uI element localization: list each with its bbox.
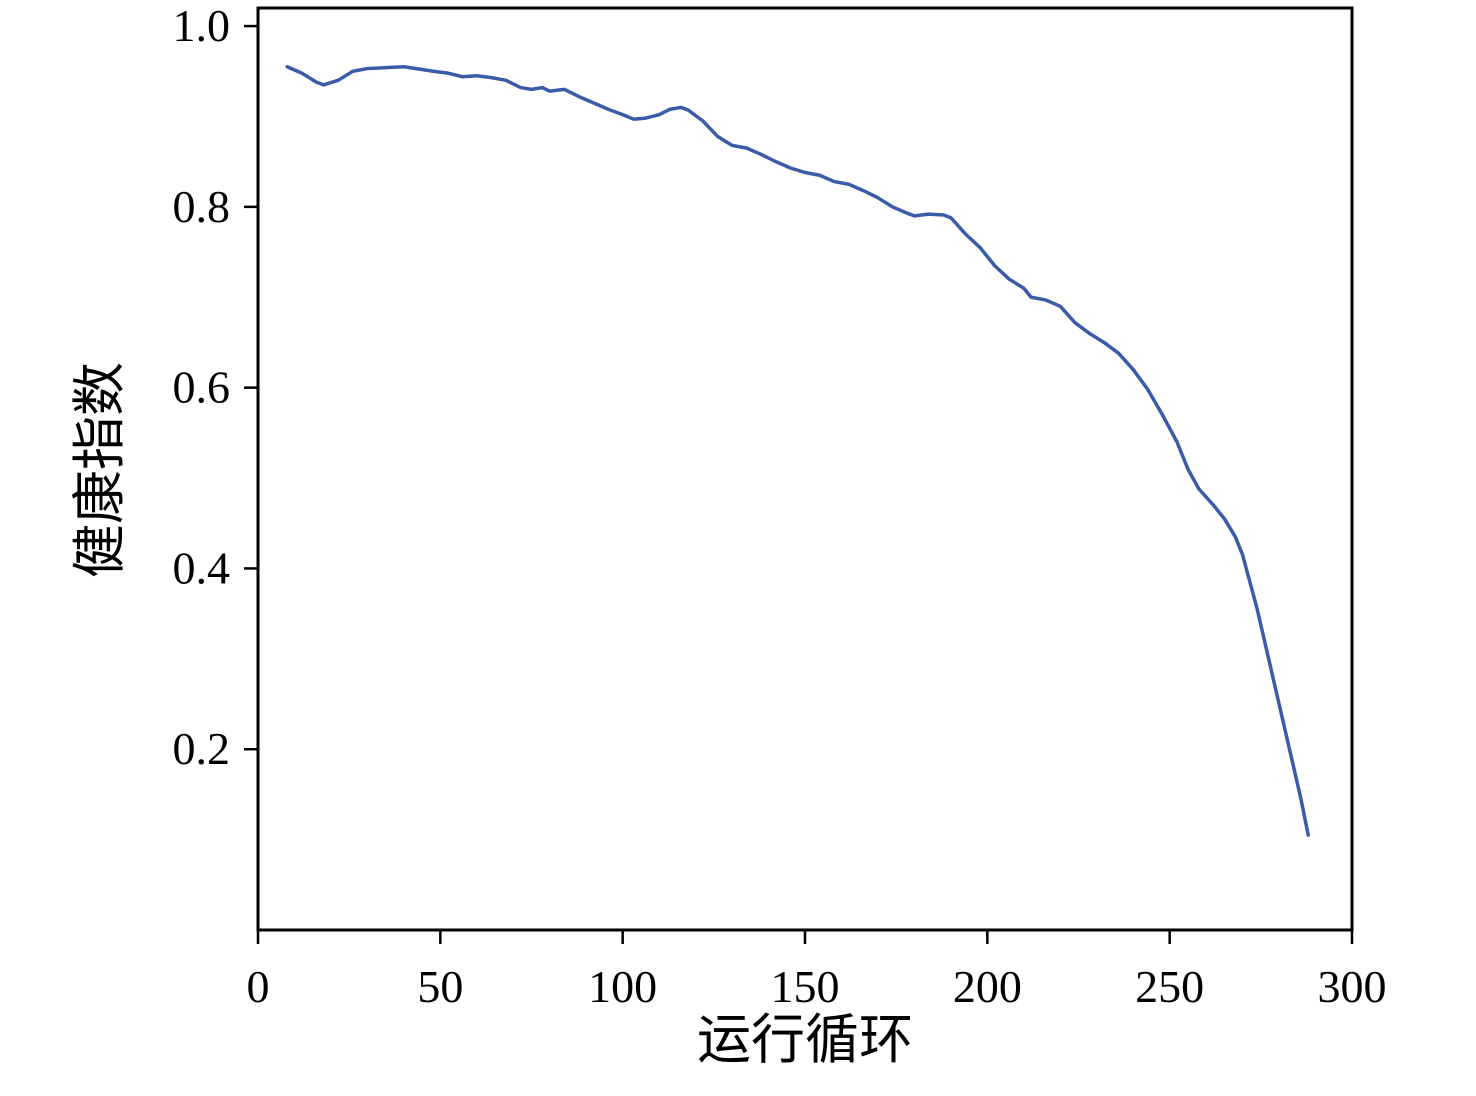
y-tick-label: 0.8 — [173, 181, 231, 232]
x-axis-label: 运行循环 — [697, 1010, 913, 1070]
x-tick-label: 100 — [588, 961, 657, 1012]
y-tick-label: 0.6 — [173, 362, 231, 413]
x-tick-label: 50 — [417, 961, 463, 1012]
y-axis-label: 健康指数 — [70, 362, 130, 578]
y-axis-ticks: 0.2 0.4 0.6 0.8 1.0 — [173, 0, 258, 774]
y-tick-label: 0.4 — [173, 542, 231, 593]
x-tick-label: 300 — [1318, 961, 1387, 1012]
y-tick-label: 1.0 — [173, 0, 231, 51]
x-axis-ticks: 0 50 100 150 200 250 300 — [247, 930, 1387, 1012]
x-tick-label: 200 — [953, 961, 1022, 1012]
x-tick-label: 150 — [771, 961, 840, 1012]
x-tick-label: 0 — [247, 961, 270, 1012]
y-tick-label: 0.2 — [173, 723, 231, 774]
health-index-line — [285, 65, 1310, 837]
x-tick-label: 250 — [1135, 961, 1204, 1012]
